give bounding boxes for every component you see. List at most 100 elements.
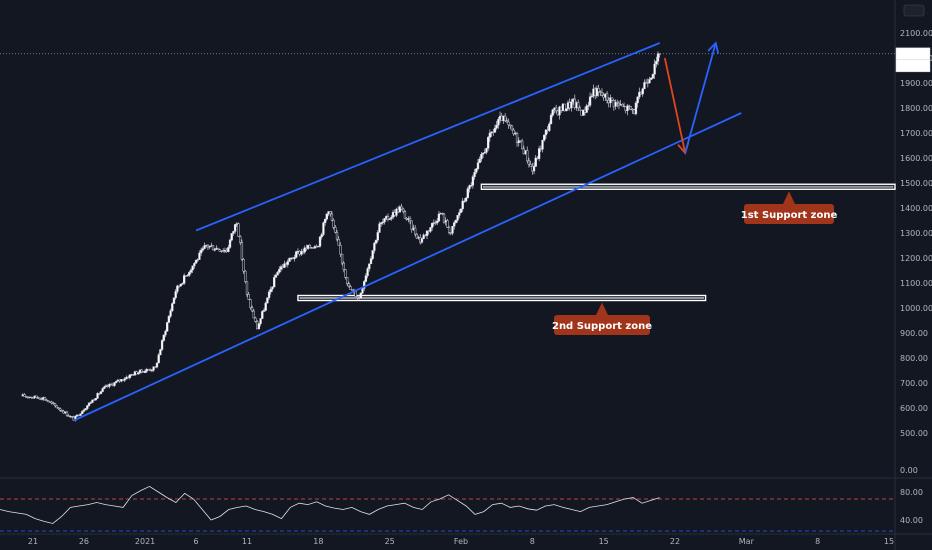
candle: [166, 322, 169, 332]
candle: [293, 257, 296, 259]
candle: [563, 103, 566, 112]
candle: [380, 222, 383, 225]
price-tick-label: 1700.00: [900, 129, 932, 138]
candle: [94, 398, 97, 401]
candle: [459, 208, 463, 213]
candle: [179, 283, 182, 287]
support-1-label-box: [744, 204, 834, 224]
candle: [493, 127, 497, 133]
candle: [653, 63, 656, 75]
price-tick-label: 1400.00: [900, 204, 932, 213]
candle: [487, 137, 490, 149]
candle: [590, 95, 593, 98]
candle: [137, 372, 140, 375]
price-tick-label: 1000.00: [900, 304, 932, 313]
time-tick-label: Mar: [739, 537, 755, 546]
candle: [196, 259, 199, 261]
candle: [240, 242, 244, 260]
time-tick-label: 15: [884, 537, 894, 546]
candle: [300, 251, 303, 255]
price-tick-label: 900.00: [900, 329, 928, 338]
candle: [470, 185, 473, 187]
candle: [458, 212, 461, 216]
candle: [515, 133, 519, 143]
candle: [478, 158, 481, 164]
candle: [143, 370, 147, 373]
candle: [267, 291, 271, 298]
candle: [188, 272, 191, 276]
candle: [99, 391, 103, 395]
candle: [570, 101, 573, 109]
time-tick-label: 21: [28, 537, 38, 546]
support-zone-2: [297, 294, 707, 302]
price-tick-label: 1800.00: [900, 104, 932, 113]
candle: [103, 386, 106, 389]
candle: [35, 395, 38, 398]
candle: [466, 188, 469, 199]
candle: [325, 213, 328, 220]
candle: [169, 310, 172, 317]
candle: [366, 268, 369, 276]
candle: [247, 294, 250, 300]
candle: [520, 140, 524, 150]
candle: [271, 286, 274, 290]
support-zone-inner-2: [299, 297, 704, 299]
candle: [264, 302, 267, 311]
candle: [233, 224, 237, 232]
candle: [534, 157, 537, 167]
candle: [497, 119, 500, 126]
candle: [415, 233, 418, 239]
candle: [203, 245, 206, 249]
candle: [532, 166, 536, 172]
candle: [549, 114, 553, 125]
candle: [84, 408, 87, 411]
candle: [541, 139, 544, 150]
candle: [193, 263, 196, 267]
candle: [31, 397, 35, 399]
candle: [454, 219, 458, 223]
candle: [626, 105, 629, 112]
candle: [505, 120, 509, 123]
candle: [447, 227, 451, 233]
candle: [330, 213, 334, 221]
price-tick-label: 600.00: [900, 404, 928, 413]
candle: [259, 318, 262, 324]
candle: [274, 274, 278, 278]
candle: [239, 236, 242, 243]
candle: [244, 270, 247, 282]
candle: [216, 247, 220, 250]
candle: [269, 288, 272, 293]
price-tick-label: 800.00: [900, 354, 928, 363]
price-tick-label: 2100.00: [900, 29, 932, 38]
support-zone-inner-1: [482, 185, 894, 188]
candle: [288, 257, 291, 262]
candle: [128, 374, 131, 378]
candle: [152, 366, 155, 371]
candle: [332, 219, 335, 228]
time-tick-label: 25: [385, 537, 395, 546]
price-tick-label: 500.00: [900, 429, 928, 438]
candle: [228, 239, 232, 248]
candle: [354, 291, 357, 297]
candle: [199, 249, 203, 254]
candle: [340, 253, 344, 264]
support-1-label-text: 1st Support zone: [741, 210, 838, 221]
candle: [261, 311, 264, 319]
price-tick-label: 1300.00: [900, 229, 932, 238]
candle: [643, 82, 646, 90]
candle: [403, 211, 407, 219]
candle: [464, 197, 468, 202]
candle: [189, 269, 193, 273]
candle: [565, 108, 568, 112]
candle: [420, 238, 424, 243]
candle: [485, 148, 488, 153]
candle: [344, 269, 347, 278]
candle: [150, 369, 154, 372]
price-tick-label: 1600.00: [900, 154, 932, 163]
candle: [543, 134, 546, 141]
time-tick-label: 2021: [135, 537, 155, 546]
time-tick-label: 6: [194, 537, 199, 546]
candle: [476, 162, 480, 169]
candle: [230, 233, 233, 241]
